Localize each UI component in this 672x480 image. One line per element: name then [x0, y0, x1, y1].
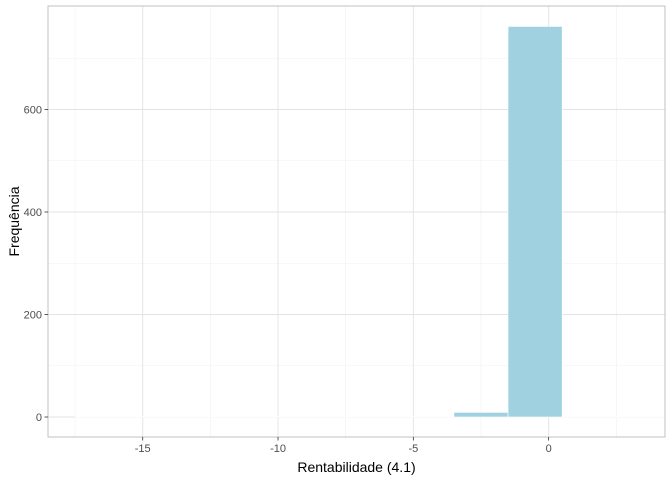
x-axis-ticks: -15 -10 -5 0 — [135, 437, 552, 455]
histogram-bar-4 — [291, 416, 346, 418]
histogram-bar-3 — [237, 416, 292, 418]
bars — [74, 26, 671, 418]
histogram-bar-2 — [183, 416, 238, 418]
x-tick-label-0: -15 — [135, 443, 151, 455]
x-tick-label-2: -5 — [408, 443, 418, 455]
x-axis-title: Rentabilidade (4.1) — [297, 459, 415, 475]
y-tick-label-1: 200 — [24, 310, 42, 322]
histogram-bar-5 — [345, 416, 401, 418]
x-tick-label-1: -10 — [270, 443, 286, 455]
histogram-bar-9 — [561, 416, 617, 418]
panel-border — [47, 5, 666, 438]
panel-background — [48, 6, 665, 437]
x-tick-label-3: 0 — [546, 443, 552, 455]
histogram-bar-8 — [507, 26, 563, 418]
y-axis-title: Frequência — [6, 186, 22, 256]
histogram-bar-7 — [453, 412, 509, 418]
y-tick-label-3: 600 — [24, 105, 42, 117]
histogram-bar-1 — [128, 416, 184, 418]
histogram-bar-0 — [74, 416, 130, 418]
histogram-bar-10 — [615, 416, 671, 418]
histogram-bar-6 — [399, 416, 455, 418]
y-tick-label-2: 400 — [24, 207, 42, 219]
y-tick-label-0: 0 — [36, 412, 42, 424]
y-axis-ticks: 0 200 400 600 — [24, 105, 48, 424]
